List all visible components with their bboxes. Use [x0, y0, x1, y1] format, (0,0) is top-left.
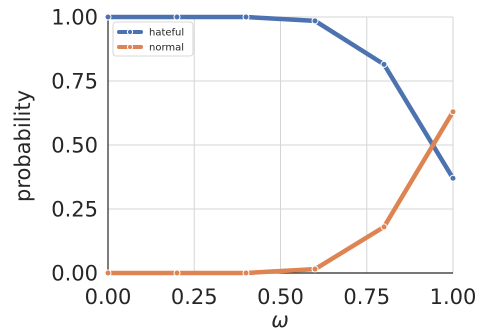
y-tick-label: 0.00: [51, 262, 98, 286]
y-tick-label: 1.00: [51, 6, 98, 30]
x-tick-label: 0.25: [171, 285, 218, 309]
legend-label-normal: normal: [149, 43, 184, 54]
data-point-hateful: [173, 13, 181, 21]
x-tick-label: 1.00: [430, 285, 477, 309]
y-tick-label: 0.50: [51, 134, 98, 158]
series-line-normal: [105, 109, 456, 276]
x-tick-label: 0.50: [257, 285, 304, 309]
data-point-normal: [173, 269, 181, 277]
legend: hateful normal: [112, 21, 194, 57]
legend-label-hateful: hateful: [149, 28, 184, 39]
y-tick-label: 0.25: [51, 198, 98, 222]
data-point-normal: [311, 265, 319, 273]
series-line-hateful: [105, 14, 456, 181]
data-point-normal: [242, 269, 250, 277]
y-tick-label: 0.75: [51, 70, 98, 94]
x-tick-label: 0.75: [343, 285, 390, 309]
tick-labels: 0.00 0.25 0.50 0.75 1.00 0.00 0.25 0.50 0.75 1.00: [51, 6, 476, 310]
legend-marker-hateful: [126, 28, 134, 36]
data-point-normal: [104, 269, 112, 277]
x-tick-label: 0.00: [85, 285, 132, 309]
data-point-normal: [380, 223, 388, 231]
data-point-normal: [449, 108, 457, 116]
data-point-hateful: [242, 13, 250, 21]
x-axis-label: ω: [271, 308, 289, 332]
data-point-hateful: [104, 13, 112, 21]
series-layer: [104, 13, 457, 277]
y-axis-label: probability: [11, 90, 35, 202]
legend-marker-normal: [126, 43, 134, 51]
data-point-hateful: [380, 60, 388, 68]
data-point-hateful: [311, 17, 319, 25]
data-point-hateful: [449, 174, 457, 182]
